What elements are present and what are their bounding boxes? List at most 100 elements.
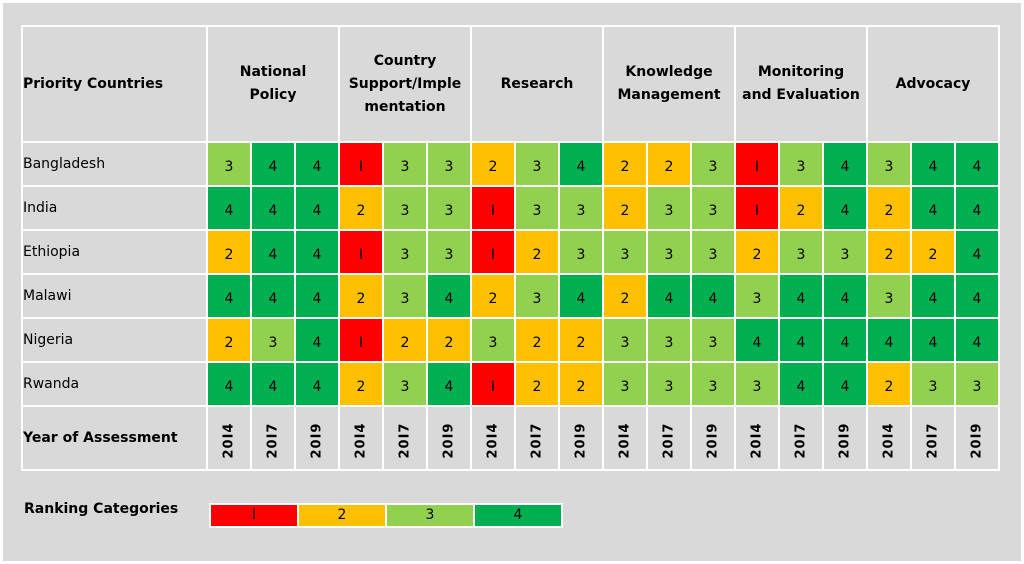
rank-cell: 3 bbox=[428, 187, 470, 229]
rank-cell: 2 bbox=[560, 319, 602, 361]
year-label: 20I4 bbox=[472, 407, 514, 469]
rank-cell: 2 bbox=[780, 187, 822, 229]
rank-cell: 2 bbox=[648, 143, 690, 185]
chart-canvas: Priority Countries National Policy Country… bbox=[3, 3, 1021, 561]
rank-cell: 4 bbox=[868, 319, 910, 361]
rank-cell: 4 bbox=[296, 231, 338, 273]
rank-cell: 4 bbox=[208, 363, 250, 405]
rank-cell: 2 bbox=[868, 187, 910, 229]
rank-cell: 4 bbox=[252, 187, 294, 229]
rank-cell: 2 bbox=[208, 319, 250, 361]
rank-cell: 4 bbox=[912, 187, 954, 229]
rank-cell: 3 bbox=[868, 275, 910, 317]
rank-cell: 3 bbox=[516, 187, 558, 229]
group-header: Advocacy bbox=[868, 27, 998, 141]
rank-cell: 4 bbox=[956, 187, 998, 229]
year-label: 20I4 bbox=[736, 407, 778, 469]
rank-cell: 4 bbox=[252, 143, 294, 185]
rank-cell: 3 bbox=[384, 363, 426, 405]
year-label: 20I7 bbox=[912, 407, 954, 469]
rank-cell: 3 bbox=[692, 143, 734, 185]
table-row: Malawi 4 4 4 2 3 4 2 3 4 2 4 4 3 4 4 3 4 4 bbox=[23, 275, 998, 317]
rank-cell: 3 bbox=[780, 231, 822, 273]
table-row: Nigeria 2 3 4 I 2 2 3 2 2 3 3 3 4 4 4 4 4 4 bbox=[23, 319, 998, 361]
rank-cell: 2 bbox=[868, 231, 910, 273]
legend-item-2: 2 bbox=[299, 505, 385, 526]
group-header: Research bbox=[472, 27, 602, 141]
rank-cell: 4 bbox=[824, 187, 866, 229]
rank-cell: 3 bbox=[428, 231, 470, 273]
year-label: 20I9 bbox=[824, 407, 866, 469]
year-label: 20I4 bbox=[868, 407, 910, 469]
group-header: Country Support/Imple mentation bbox=[340, 27, 470, 141]
rank-cell: I bbox=[340, 143, 382, 185]
rank-cell: 2 bbox=[472, 275, 514, 317]
rank-cell: 2 bbox=[912, 231, 954, 273]
rank-cell: 4 bbox=[692, 275, 734, 317]
legend-item-1: I bbox=[211, 505, 297, 526]
year-label: 20I7 bbox=[252, 407, 294, 469]
header-row: Priority Countries National Policy Country… bbox=[23, 27, 998, 141]
rank-cell: 4 bbox=[956, 231, 998, 273]
ranking-table: Priority Countries National Policy Country… bbox=[21, 25, 1000, 471]
rank-cell: 4 bbox=[208, 187, 250, 229]
rank-cell: I bbox=[736, 187, 778, 229]
rank-cell: 4 bbox=[296, 187, 338, 229]
rank-cell: 3 bbox=[868, 143, 910, 185]
rank-cell: 2 bbox=[604, 275, 646, 317]
rank-cell: 4 bbox=[296, 319, 338, 361]
rank-cell: 3 bbox=[252, 319, 294, 361]
rank-cell: 4 bbox=[956, 275, 998, 317]
rank-cell: 4 bbox=[780, 319, 822, 361]
rank-cell: 4 bbox=[428, 363, 470, 405]
rank-cell: 2 bbox=[736, 231, 778, 273]
rank-cell: 3 bbox=[912, 363, 954, 405]
rank-cell: 3 bbox=[736, 363, 778, 405]
rank-cell: 4 bbox=[252, 275, 294, 317]
rank-cell: 4 bbox=[956, 319, 998, 361]
rank-cell: 2 bbox=[428, 319, 470, 361]
country-label: India bbox=[23, 187, 206, 229]
country-label: Rwanda bbox=[23, 363, 206, 405]
rank-cell: 4 bbox=[560, 275, 602, 317]
rank-cell: 3 bbox=[604, 231, 646, 273]
rank-cell: 2 bbox=[472, 143, 514, 185]
country-label: Nigeria bbox=[23, 319, 206, 361]
rank-cell: 4 bbox=[296, 143, 338, 185]
rank-cell: 2 bbox=[516, 319, 558, 361]
rank-cell: 3 bbox=[692, 231, 734, 273]
rank-cell: I bbox=[340, 231, 382, 273]
rank-cell: 3 bbox=[692, 319, 734, 361]
country-label: Ethiopia bbox=[23, 231, 206, 273]
rank-cell: I bbox=[472, 231, 514, 273]
rank-cell: 3 bbox=[384, 231, 426, 273]
year-row-label: Year of Assessment bbox=[23, 407, 206, 469]
rank-cell: 4 bbox=[252, 363, 294, 405]
rank-cell: 4 bbox=[956, 143, 998, 185]
rank-cell: 3 bbox=[692, 363, 734, 405]
rank-cell: 3 bbox=[736, 275, 778, 317]
year-row: Year of Assessment 20I4 20I7 20I9 20I4 20I7 20… bbox=[23, 407, 998, 469]
rank-cell: 3 bbox=[428, 143, 470, 185]
year-label: 20I7 bbox=[780, 407, 822, 469]
rank-cell: 4 bbox=[912, 319, 954, 361]
rank-cell: 3 bbox=[604, 363, 646, 405]
year-label: 20I4 bbox=[208, 407, 250, 469]
rank-cell: 3 bbox=[824, 231, 866, 273]
year-label: 20I9 bbox=[956, 407, 998, 469]
table-row: India 4 4 4 2 3 3 I 3 3 2 3 3 I 2 4 2 4 4 bbox=[23, 187, 998, 229]
rank-cell: I bbox=[472, 187, 514, 229]
rank-cell: I bbox=[472, 363, 514, 405]
rank-cell: 4 bbox=[824, 143, 866, 185]
rank-cell: 4 bbox=[780, 363, 822, 405]
rank-cell: 4 bbox=[296, 275, 338, 317]
rank-cell: 4 bbox=[296, 363, 338, 405]
rank-cell: 2 bbox=[560, 363, 602, 405]
year-label: 20I9 bbox=[560, 407, 602, 469]
rank-cell: 3 bbox=[472, 319, 514, 361]
rank-cell: 3 bbox=[648, 319, 690, 361]
group-header: National Policy bbox=[208, 27, 338, 141]
rank-cell: 4 bbox=[912, 143, 954, 185]
rank-cell: 4 bbox=[736, 319, 778, 361]
year-label: 20I9 bbox=[692, 407, 734, 469]
